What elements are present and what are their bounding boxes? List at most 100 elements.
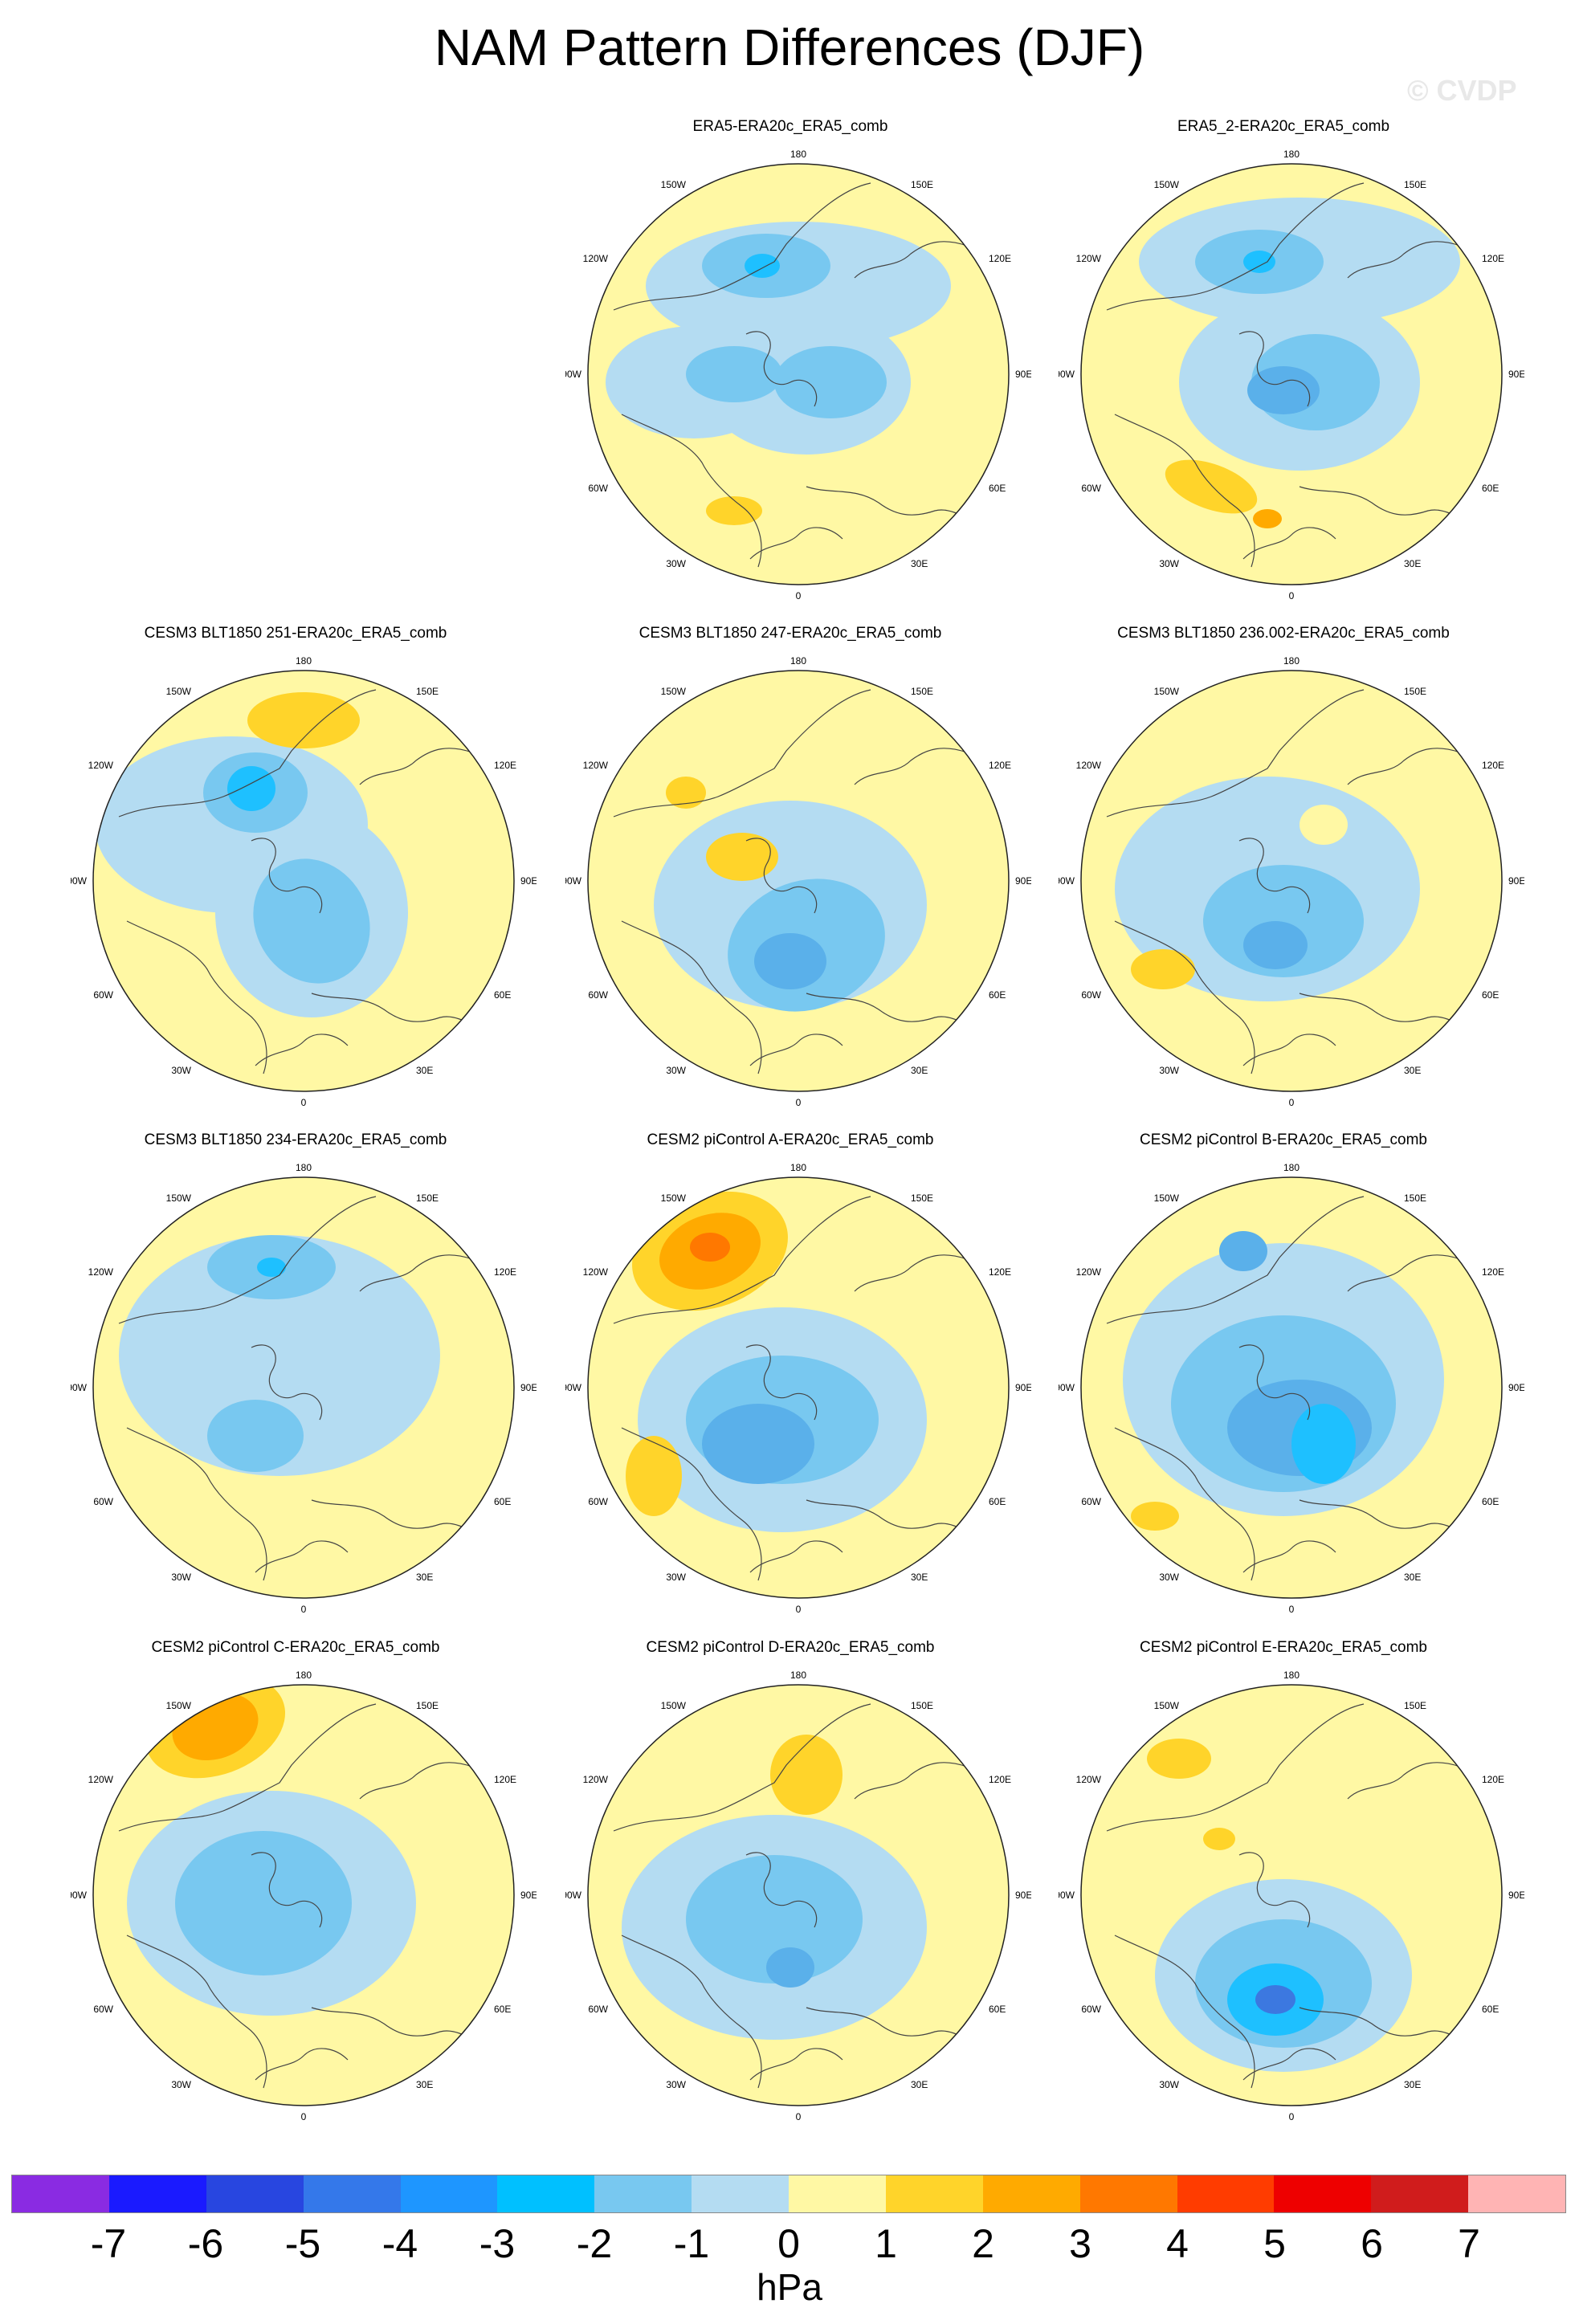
colorbar-swatch <box>885 2175 983 2212</box>
longitude-label: 0 <box>796 590 802 601</box>
longitude-label: 90E <box>1015 875 1031 887</box>
longitude-label: 30W <box>1159 558 1179 569</box>
colorbar-tick-label: -4 <box>381 2221 418 2266</box>
longitude-label: 0 <box>301 1604 307 1615</box>
coastline <box>118 1196 377 1324</box>
coastline <box>613 1196 871 1324</box>
polar-stereographic-map: 180 150W 150E 120W 120E 90W 90E 60W 60E 30W 30E 0 <box>565 1162 1031 1615</box>
coastline <box>854 1254 968 1292</box>
coastline <box>1106 689 1365 817</box>
coastline <box>126 1935 267 2089</box>
longitude-label: 60E <box>494 2004 511 2015</box>
polar-stereographic-map: 180 150W 150E 120W 120E 90W 90E 60W 60E 30W 30E 0 <box>71 1162 537 1615</box>
longitude-label: 90E <box>1508 1890 1524 1901</box>
longitude-label: 150E <box>911 179 933 190</box>
colorbar-tick-label: 3 <box>1069 2221 1091 2266</box>
longitude-label: 0 <box>301 2111 307 2122</box>
panel-title: ERA5_2-ERA20c_ERA5_comb <box>1177 118 1390 135</box>
anomaly-contour <box>1247 366 1320 414</box>
longitude-label: 0 <box>1289 1604 1295 1615</box>
longitude-label: 120E <box>989 1266 1011 1278</box>
longitude-label: 0 <box>1289 1097 1295 1108</box>
longitude-label: 150W <box>166 686 192 697</box>
longitude-label: 30E <box>911 558 928 569</box>
anomaly-contour <box>770 1735 843 1815</box>
longitude-label: 90E <box>1015 1382 1031 1393</box>
longitude-label: 60E <box>989 2004 1006 2015</box>
longitude-label: 150E <box>416 1700 439 1711</box>
longitude-label: 90W <box>71 1382 88 1393</box>
longitude-label: 30E <box>911 2079 928 2090</box>
longitude-label: 150W <box>1154 1700 1180 1711</box>
coastline <box>745 1344 818 1421</box>
longitude-label: 60W <box>93 2004 113 2015</box>
colorbar-swatch <box>206 2175 304 2212</box>
longitude-label: 180 <box>1283 1162 1300 1173</box>
longitude-label: 90E <box>520 875 537 887</box>
coastline <box>1238 838 1311 914</box>
longitude-label: 120W <box>583 1774 609 1785</box>
longitude-label: 90E <box>1508 1382 1524 1393</box>
anomaly-contour <box>1253 509 1282 528</box>
colorbar-swatch <box>1371 2175 1469 2212</box>
coastline <box>854 1762 968 1800</box>
watermark: © CVDP <box>1407 74 1517 107</box>
coastline <box>1114 1935 1255 2089</box>
map-panel: CESM3 BLT1850 236.002-ERA20c_ERA5_comb 1… <box>1059 624 1524 1114</box>
map-panel: CESM2 piControl D-ERA20c_ERA5_comb 180 15… <box>565 1638 1031 2128</box>
longitude-label: 60E <box>1482 1496 1499 1507</box>
polar-stereographic-map: 180 150W 150E 120W 120E 90W 90E 60W 60E 30W 30E 0 <box>1059 1670 1524 2122</box>
figure-title: NAM Pattern Differences (DJF) <box>434 18 1145 76</box>
longitude-label: 60E <box>494 989 511 1001</box>
panel-title: CESM3 BLT1850 236.002-ERA20c_ERA5_comb <box>1117 625 1450 642</box>
coastline <box>1242 527 1336 560</box>
anomaly-contour <box>766 1947 814 1988</box>
map-panel: CESM2 piControl E-ERA20c_ERA5_comb 180 15… <box>1059 1638 1524 2128</box>
coastline <box>621 920 762 1074</box>
map-panel: CESM2 piControl C-ERA20c_ERA5_comb 180 15… <box>71 1638 537 2128</box>
anomaly-contour <box>1203 1828 1235 1850</box>
colorbar-tick-label: 6 <box>1361 2221 1383 2266</box>
panel-title: CESM2 piControl C-ERA20c_ERA5_comb <box>151 1639 440 1656</box>
coastline <box>1347 241 1461 279</box>
longitude-label: 30W <box>666 1065 686 1076</box>
coastline <box>1106 1196 1365 1324</box>
longitude-label: 30E <box>911 1065 928 1076</box>
anomaly-contour <box>686 1855 863 1984</box>
coastline <box>118 1703 377 1832</box>
longitude-label: 120W <box>1076 1266 1102 1278</box>
longitude-label: 120W <box>88 1774 114 1785</box>
longitude-label: 30W <box>1159 1065 1179 1076</box>
coastline <box>854 241 968 279</box>
longitude-label: 120W <box>583 760 609 771</box>
longitude-label: 120E <box>494 1774 516 1785</box>
longitude-label: 120W <box>583 253 609 264</box>
longitude-label: 120W <box>583 1266 609 1278</box>
colorbar-swatch <box>1177 2175 1275 2212</box>
longitude-label: 180 <box>790 1670 806 1681</box>
map-boundary <box>1080 1684 1503 2106</box>
anomaly-contour <box>666 777 706 809</box>
anomaly-contour <box>227 766 275 811</box>
anomaly-contour <box>706 833 778 881</box>
longitude-label: 150W <box>1154 1193 1180 1204</box>
longitude-label: 30W <box>171 1065 191 1076</box>
anomaly-contour <box>1165 459 1258 514</box>
longitude-label: 180 <box>296 655 312 667</box>
map-boundary <box>587 1684 1010 2106</box>
panel-title: CESM3 BLT1850 247-ERA20c_ERA5_comb <box>639 625 942 642</box>
colorbar-swatch <box>108 2175 206 2212</box>
polar-stereographic-map: 180 150W 150E 120W 120E 90W 90E 60W 60E 30W 30E 0 <box>565 655 1031 1108</box>
longitude-label: 120E <box>989 760 1011 771</box>
coastline <box>613 1703 871 1832</box>
panel-title: CESM2 piControl A-ERA20c_ERA5_comb <box>647 1131 934 1148</box>
longitude-label: 90W <box>71 875 88 887</box>
longitude-label: 150W <box>1154 179 1180 190</box>
panel-title: CESM2 piControl B-ERA20c_ERA5_comb <box>1140 1131 1427 1148</box>
coastline <box>1106 182 1365 311</box>
anomaly-contour <box>175 1831 352 1975</box>
longitude-label: 60E <box>989 483 1006 494</box>
polar-stereographic-map: 180 150W 150E 120W 120E 90W 90E 60W 60E 30W 30E 0 <box>1059 149 1524 601</box>
anomaly-contour <box>253 858 370 984</box>
map-boundary <box>92 670 515 1092</box>
